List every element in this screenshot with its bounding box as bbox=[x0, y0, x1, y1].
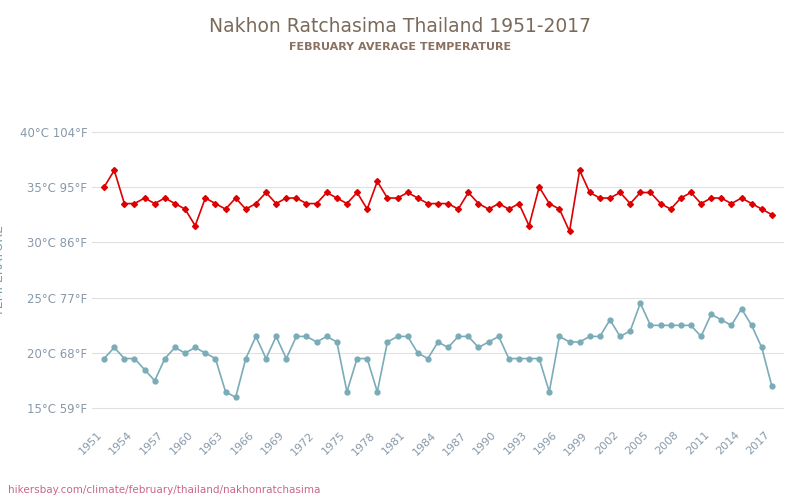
Text: Nakhon Ratchasima Thailand 1951-2017: Nakhon Ratchasima Thailand 1951-2017 bbox=[209, 18, 591, 36]
Text: hikersbay.com/climate/february/thailand/nakhonratchasima: hikersbay.com/climate/february/thailand/… bbox=[8, 485, 320, 495]
Text: FEBRUARY AVERAGE TEMPERATURE: FEBRUARY AVERAGE TEMPERATURE bbox=[289, 42, 511, 52]
Y-axis label: TEMPERATURE: TEMPERATURE bbox=[0, 224, 6, 316]
